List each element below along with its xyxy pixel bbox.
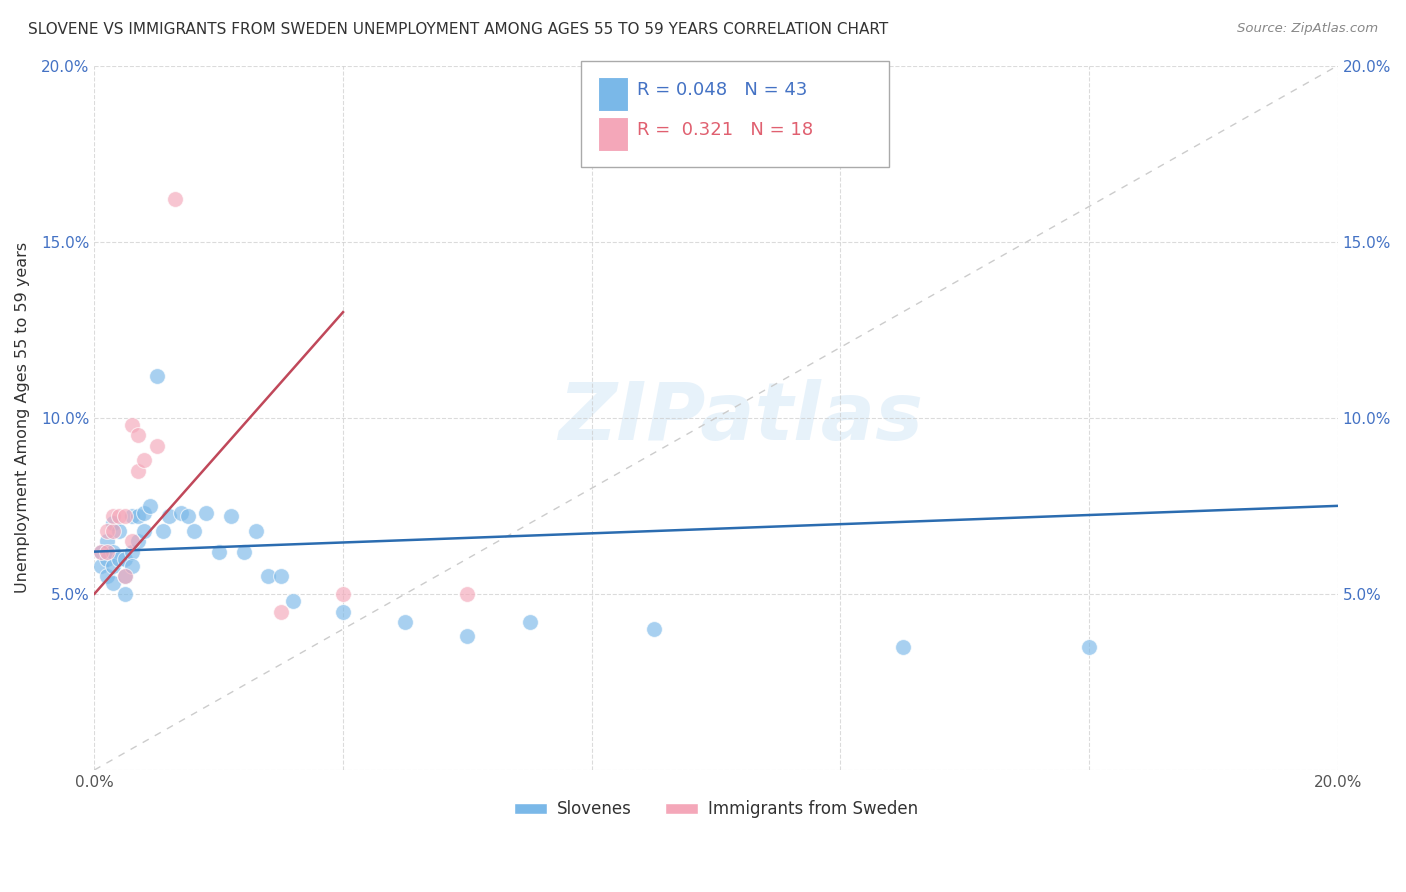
Point — [127, 534, 149, 549]
Point — [170, 506, 193, 520]
Point — [245, 524, 267, 538]
Point — [96, 524, 118, 538]
Point — [152, 524, 174, 538]
Point — [114, 509, 136, 524]
Point — [96, 551, 118, 566]
Point — [195, 506, 218, 520]
Point — [283, 594, 305, 608]
Point — [332, 587, 354, 601]
Point — [121, 558, 143, 573]
Point — [643, 622, 665, 636]
Point — [1078, 640, 1101, 654]
Point — [114, 587, 136, 601]
Point — [132, 524, 155, 538]
Point — [96, 544, 118, 558]
Point — [96, 534, 118, 549]
Point — [332, 605, 354, 619]
Point — [127, 428, 149, 442]
Point — [90, 558, 112, 573]
Point — [114, 569, 136, 583]
Y-axis label: Unemployment Among Ages 55 to 59 years: Unemployment Among Ages 55 to 59 years — [15, 243, 30, 593]
Point — [132, 453, 155, 467]
Point — [891, 640, 914, 654]
Text: SLOVENE VS IMMIGRANTS FROM SWEDEN UNEMPLOYMENT AMONG AGES 55 TO 59 YEARS CORRELA: SLOVENE VS IMMIGRANTS FROM SWEDEN UNEMPL… — [28, 22, 889, 37]
Point — [101, 524, 124, 538]
Point — [127, 464, 149, 478]
Point — [127, 509, 149, 524]
Point — [101, 544, 124, 558]
Point — [121, 534, 143, 549]
Point — [270, 569, 292, 583]
Point — [108, 524, 131, 538]
Point — [121, 544, 143, 558]
Point — [456, 587, 478, 601]
Point — [101, 516, 124, 531]
Point — [157, 509, 180, 524]
Point — [90, 544, 112, 558]
Point — [219, 509, 242, 524]
Legend: Slovenes, Immigrants from Sweden: Slovenes, Immigrants from Sweden — [508, 794, 925, 825]
Point — [114, 569, 136, 583]
Text: R = 0.048   N = 43: R = 0.048 N = 43 — [637, 81, 807, 99]
Point — [108, 551, 131, 566]
Point — [132, 506, 155, 520]
Point — [96, 569, 118, 583]
Text: ZIPatlas: ZIPatlas — [558, 379, 924, 457]
Point — [139, 499, 162, 513]
Point — [232, 544, 254, 558]
Point — [165, 193, 187, 207]
Point — [121, 417, 143, 432]
Point — [145, 439, 167, 453]
Point — [145, 368, 167, 383]
Point — [394, 615, 416, 629]
Point — [101, 509, 124, 524]
Point — [108, 509, 131, 524]
Point — [90, 544, 112, 558]
Point — [114, 551, 136, 566]
Point — [101, 558, 124, 573]
Text: Source: ZipAtlas.com: Source: ZipAtlas.com — [1237, 22, 1378, 36]
Point — [208, 544, 231, 558]
Point — [101, 576, 124, 591]
Point — [456, 629, 478, 643]
Text: R =  0.321   N = 18: R = 0.321 N = 18 — [637, 121, 813, 139]
Point — [176, 509, 198, 524]
Point — [519, 615, 541, 629]
Point — [121, 509, 143, 524]
Point — [257, 569, 280, 583]
Point — [183, 524, 205, 538]
Point — [270, 605, 292, 619]
